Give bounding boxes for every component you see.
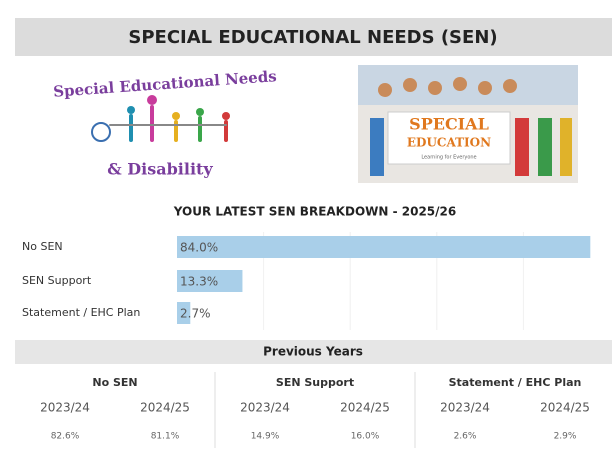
special-education-image: SPECIAL EDUCATION Learning for Everyone (358, 65, 578, 183)
year-label: 2023/24 (240, 401, 290, 415)
page-title: SPECIAL EDUCATIONAL NEEDS (SEN) (128, 27, 497, 48)
dashboard: SPECIAL EDUCATIONAL NEEDS (SEN) Special … (0, 0, 612, 450)
year-value: 2.9% (554, 432, 577, 442)
year-value: 82.6% (51, 432, 80, 442)
chart-title: YOUR LATEST SEN BREAKDOWN - 2025/26 (173, 205, 457, 219)
year-label: 2023/24 (440, 401, 490, 415)
logo-text: & Disability (107, 160, 213, 179)
year-label: 2024/25 (140, 401, 190, 415)
page: SPECIAL EDUCATIONAL NEEDS (SEN) Special … (0, 0, 612, 450)
bar (177, 236, 590, 258)
image-text: SPECIAL (409, 115, 489, 134)
value-label: 2.7% (180, 307, 211, 321)
image-text: EDUCATION (407, 136, 491, 150)
year-value: 14.9% (251, 432, 280, 442)
value-label: 13.3% (180, 275, 218, 289)
year-label: 2024/25 (540, 401, 590, 415)
category-label: Statement / EHC Plan (22, 306, 140, 319)
logo-text: Special Educational Needs (53, 67, 278, 101)
category-label: No SEN (22, 240, 63, 253)
year-value: 16.0% (351, 432, 380, 442)
year-label: 2024/25 (340, 401, 390, 415)
group-name: Statement / EHC Plan (449, 376, 582, 389)
year-value: 81.1% (151, 432, 180, 442)
year-value: 2.6% (454, 432, 477, 442)
value-label: 84.0% (180, 241, 218, 255)
year-label: 2023/24 (40, 401, 90, 415)
image-text: Learning for Everyone (421, 155, 476, 161)
figures (92, 95, 230, 141)
group-name: SEN Support (276, 376, 354, 389)
section-title: Previous Years (263, 345, 363, 359)
group-name: No SEN (92, 376, 137, 389)
category-label: SEN Support (22, 274, 92, 287)
sen-logo: Special Educational Needs & Disability (53, 67, 278, 178)
